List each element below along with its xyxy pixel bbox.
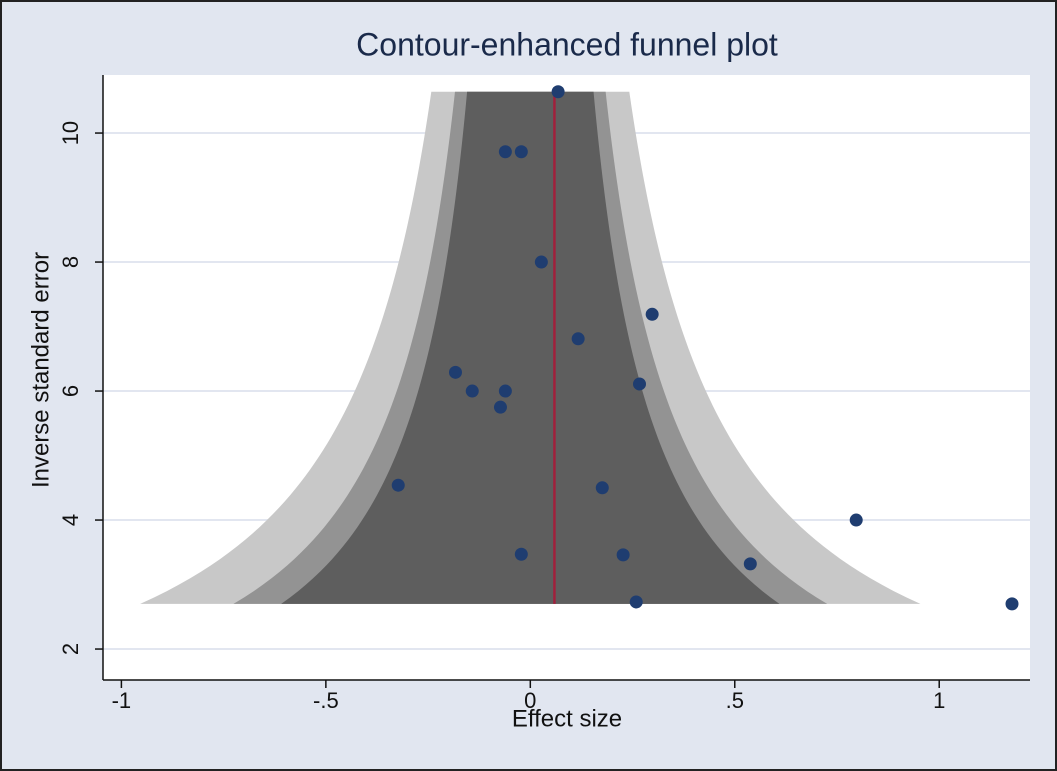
study-point (465, 384, 479, 398)
study-point (498, 145, 512, 159)
y-tick-label: 6 (58, 385, 83, 397)
study-point (1005, 597, 1019, 611)
study-point (616, 548, 630, 562)
study-point (493, 400, 507, 414)
study-point (571, 332, 585, 346)
study-point (391, 478, 405, 492)
study-point (514, 145, 528, 159)
study-point (551, 85, 565, 99)
x-tick-label: -1 (112, 688, 132, 713)
y-tick-label: 2 (58, 643, 83, 655)
study-point (595, 481, 609, 495)
study-point (514, 547, 528, 561)
study-point (629, 595, 643, 609)
study-point (632, 377, 646, 391)
chart-title: Contour-enhanced funnel plot (356, 26, 778, 62)
x-tick-label: .5 (726, 688, 744, 713)
y-axis-title: Inverse standard error (27, 252, 54, 488)
contour-region (281, 91, 780, 604)
study-point (645, 307, 659, 321)
study-point (534, 255, 548, 269)
x-axis-title: Effect size (512, 705, 622, 732)
x-tick-label: 0 (524, 688, 536, 713)
y-tick-label: 8 (58, 256, 83, 268)
x-tick-label: 1 (933, 688, 945, 713)
study-point (498, 384, 512, 398)
y-tick-label: 10 (58, 121, 83, 145)
study-point (849, 513, 863, 527)
study-point (743, 557, 757, 571)
study-point (448, 365, 462, 379)
x-tick-label: -.5 (313, 688, 339, 713)
y-tick-label: 4 (58, 514, 83, 526)
